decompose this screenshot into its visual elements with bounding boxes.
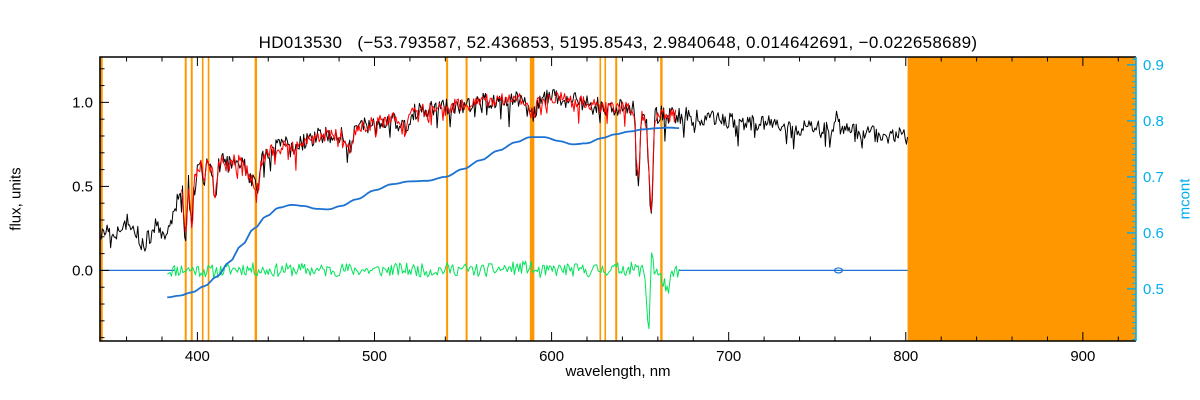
mask-region [907, 57, 1136, 341]
mask-line [604, 57, 607, 341]
y-left-tick-label: 1.0 [72, 94, 93, 111]
y-left-tick-label: 0.5 [72, 178, 93, 195]
zero-line-right-marker [833, 267, 844, 274]
mask-line [190, 57, 193, 341]
y-left-tick-label: 0.0 [72, 262, 93, 279]
mask-line [529, 57, 535, 341]
y-right-tick-label: 0.6 [1143, 225, 1164, 242]
mask-line [465, 57, 468, 341]
plot-box [99, 56, 1136, 342]
mask-line [599, 57, 602, 341]
axes: 400 500 600 700 800 900 0.0 0.5 1.0 0.5 0.6 0.7 0.8 0… [72, 56, 1164, 365]
mask-line [446, 57, 449, 341]
mask-line [615, 57, 618, 341]
mask-line [660, 57, 663, 341]
x-tick-label: 700 [716, 348, 741, 365]
y-right-tick-label: 0.5 [1143, 281, 1164, 298]
y-right-tick-label: 0.7 [1143, 169, 1164, 186]
x-tick-label: 900 [1070, 348, 1095, 365]
residual [167, 252, 680, 330]
template-fit [181, 91, 677, 233]
mask-line [207, 57, 210, 341]
x-tick-label: 600 [539, 348, 564, 365]
plot-title: HD013530 (−53.793587, 52.436853, 5195.85… [258, 33, 978, 52]
mcont-continuum [167, 126, 680, 299]
x-tick-label: 500 [362, 348, 387, 365]
y-axis-right-label: mcont [1176, 178, 1194, 220]
mask-line [100, 57, 103, 341]
y-right-tick-label: 0.9 [1143, 57, 1164, 74]
mask-line [201, 57, 204, 341]
x-tick-label: 400 [185, 348, 210, 365]
x-axis-label: wavelength, nm [565, 363, 671, 380]
y-axis-left-label: flux, units [7, 167, 25, 231]
mask-line [184, 57, 187, 341]
observed-spectrum [99, 88, 908, 252]
mask-lines [100, 57, 663, 341]
y-right-tick-label: 0.8 [1143, 113, 1164, 130]
x-tick-label: 800 [893, 348, 918, 365]
